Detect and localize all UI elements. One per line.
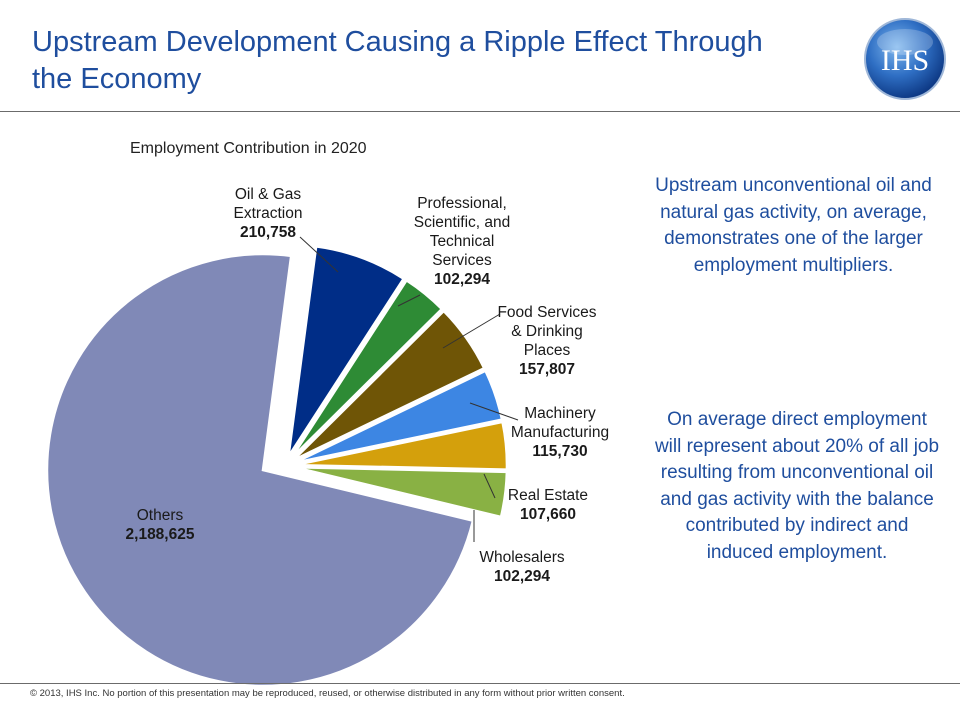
direct-employment-note: On average direct employment will repres… — [654, 409, 940, 563]
slice-label-2: Food Services & Drinking Places 157,807 — [497, 304, 596, 378]
leader-line-2 — [442, 313, 501, 349]
slice-label-5: Wholesalers 102,294 — [479, 549, 565, 585]
header-divider — [0, 111, 960, 112]
page-title: Upstream Development Causing a Ripple Ef… — [32, 24, 852, 98]
slice-label-1: Professional, Scientific, and Technical Ser… — [414, 195, 511, 288]
ihs-logo: IHS — [864, 18, 946, 100]
slice-label-0: Oil & Gas Extraction 210,758 — [234, 186, 303, 241]
title-line-2: the Economy — [32, 63, 202, 95]
pie-slice-6 — [45, 252, 475, 688]
leader-line-1 — [397, 294, 421, 307]
leader-line-0 — [299, 236, 339, 273]
chart-title: Employment Contribution in 2020 — [130, 140, 367, 157]
title-line-1: Upstream Development Causing a Ripple Ef… — [32, 26, 763, 58]
pie-slice-3 — [293, 369, 504, 465]
pie-slice-1 — [290, 278, 444, 460]
slice-label-4: Real Estate 107,660 — [508, 487, 588, 523]
pie-slice-5 — [294, 466, 509, 519]
pie-slice-0 — [287, 245, 406, 458]
leader-line-3 — [469, 402, 519, 421]
multiplier-note: Upstream unconventional oil and natural … — [655, 175, 932, 276]
pie-slice-2 — [292, 309, 486, 462]
leader-line-4 — [483, 473, 496, 499]
logo-text: IHS — [881, 44, 929, 77]
slice-label-6: Others 2,188,625 — [126, 507, 195, 543]
copyright-footer: © 2013, IHS Inc. No portion of this pres… — [30, 688, 625, 699]
slice-label-3: Machinery Manufacturing 115,730 — [511, 405, 609, 460]
pie-slice-4 — [294, 420, 509, 471]
footer-divider — [0, 683, 960, 684]
